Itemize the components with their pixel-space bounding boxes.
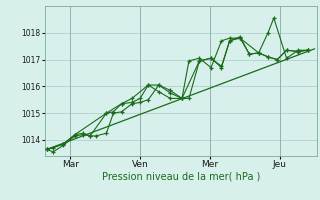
X-axis label: Pression niveau de la mer( hPa ): Pression niveau de la mer( hPa ) (102, 172, 260, 182)
